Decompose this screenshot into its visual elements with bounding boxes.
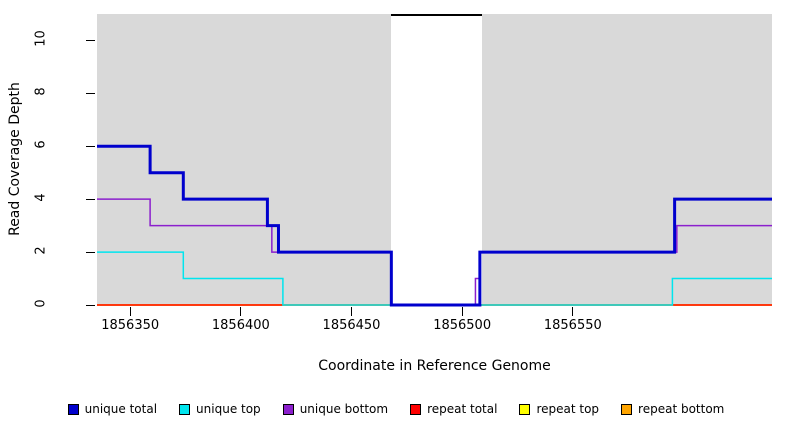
x-tick-1856500 <box>461 307 463 316</box>
y-axis-title: Read Coverage Depth <box>7 81 23 236</box>
legend-swatch-icon-unique-bottom <box>282 403 294 415</box>
legend-swatch-icon-repeat-top <box>519 403 531 415</box>
gap-region-top-rule <box>391 14 483 16</box>
legend-label: unique bottom <box>299 402 389 416</box>
legend-item-unique-top[interactable]: unique top <box>179 402 261 416</box>
legend-item-unique-bottom[interactable]: unique bottom <box>282 402 389 416</box>
legend-swatch-icon-unique-top <box>179 403 191 415</box>
y-tick-label-10: 10 <box>33 30 49 48</box>
x-tick-label-1856400: 1856400 <box>211 318 270 333</box>
legend-swatch-icon-repeat-total <box>410 403 422 415</box>
x-axis-title: Coordinate in Reference Genome <box>318 358 551 374</box>
series-line-unique-top <box>97 251 772 306</box>
chart-legend: unique total unique top unique bottom repea… <box>0 398 792 420</box>
legend-label: repeat bottom <box>638 402 725 416</box>
x-tick-label-1856450: 1856450 <box>322 318 381 333</box>
y-tick-8 <box>86 92 95 94</box>
legend-item-repeat-total[interactable]: repeat total <box>410 402 497 416</box>
x-tick-1856400 <box>240 307 242 316</box>
x-tick-label-1856350: 1856350 <box>101 318 160 333</box>
x-tick-label-1856550: 1856550 <box>543 318 602 333</box>
x-tick-1856350 <box>129 307 131 316</box>
y-tick-4 <box>86 198 95 200</box>
x-tick-1856450 <box>351 307 352 316</box>
y-tick-10 <box>86 39 95 41</box>
y-tick-2 <box>86 251 95 253</box>
legend-item-repeat-top[interactable]: repeat top <box>519 402 599 416</box>
x-tick-1856550 <box>572 307 574 316</box>
legend-label: repeat total <box>427 402 498 416</box>
series-line-unique-total <box>97 144 772 307</box>
legend-label: unique top <box>196 402 261 416</box>
legend-item-repeat-bottom[interactable]: repeat bottom <box>621 402 724 416</box>
legend-item-unique-total[interactable]: unique total <box>67 402 158 416</box>
legend-swatch-icon-unique-total <box>67 403 79 415</box>
x-tick-label-1856500: 1856500 <box>433 318 492 333</box>
legend-swatch-icon-repeat-bottom <box>621 403 633 415</box>
plot-panel-background-right <box>482 14 772 305</box>
y-tick-0 <box>86 304 95 306</box>
y-tick-6 <box>86 145 95 147</box>
legend-label: unique total <box>84 402 158 416</box>
legend-label: repeat top <box>536 402 600 416</box>
plot-panel-background-left <box>97 14 392 305</box>
